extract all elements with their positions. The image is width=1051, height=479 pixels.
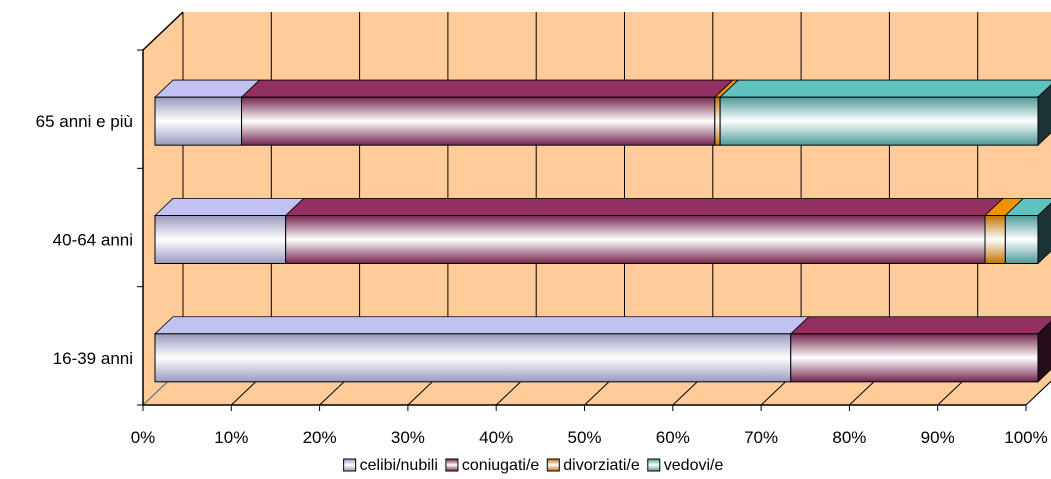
x-axis-tick-labels: 0% 10% 20% 30% 40% 50% 60% 70% 80% 90% 100% (131, 428, 1048, 447)
bar-segment-front (154, 96, 243, 146)
bars (153, 79, 1051, 383)
bar-segment-top (284, 197, 1005, 216)
bar-segment-top (153, 316, 810, 335)
legend-item-coniugati-e: coniugati/e (445, 457, 539, 474)
legend-item-celibi-nubili: celibi/nubili (343, 457, 438, 474)
bar-segment-top (789, 316, 1051, 335)
legend-label: divorziati/e (563, 457, 640, 474)
bar-segment-top (719, 79, 1051, 98)
bar-end-cap-16-39-anni (1037, 320, 1051, 383)
bar-segment-coniugati-e-40-64-anni (284, 197, 1005, 264)
bar-segment-front (984, 215, 1006, 264)
legend-label: coniugati/e (462, 457, 539, 474)
bar-segment-front (719, 96, 1039, 146)
bar-segment-vedovi-e-65-anni-e-pi (719, 79, 1051, 146)
x-tick-label: 20% (303, 428, 337, 447)
bar-segment-front (1004, 215, 1039, 264)
legend-swatch (546, 458, 560, 472)
bar-segment-front (285, 215, 986, 264)
bar-segment-front (241, 96, 716, 146)
bar-segment-front (154, 215, 287, 264)
x-tick-label: 70% (744, 428, 778, 447)
y-category-label: 40-64 anni (53, 231, 133, 250)
legend-label: celibi/nubili (360, 457, 438, 474)
bar-segment-celibi-nubili-65-anni-e-pi (153, 79, 261, 146)
x-tick-label: 80% (832, 428, 866, 447)
y-axis-category-labels: 16-39 anni 40-64 anni 65 anni e più (36, 112, 133, 368)
bar-end-cap-65-anni-e-pi (1037, 84, 1051, 147)
y-category-label: 65 anni e più (36, 112, 133, 131)
legend-item-vedovi-e: vedovi/e (647, 457, 724, 474)
x-tick-label: 10% (214, 428, 248, 447)
wall-top-edge (142, 11, 184, 51)
legend-swatch (445, 458, 459, 472)
gridline-floor (1025, 380, 1051, 406)
bar-segment-front (714, 96, 721, 146)
y-category-label: 16-39 anni (53, 349, 133, 368)
bar-segment-celibi-nubili-40-64-anni (153, 197, 305, 264)
bar-segment-top (240, 79, 734, 98)
x-tick-label: 40% (479, 428, 513, 447)
legend-item-divorziati-e: divorziati/e (546, 457, 640, 474)
legend-label: vedovi/e (664, 457, 724, 474)
bar-segment-top (153, 197, 305, 216)
legend: celibi/nubili coniugati/e divorziati/e vedo… (343, 457, 724, 474)
x-tick-label: 90% (921, 428, 955, 447)
x-tick-label: 0% (131, 428, 156, 447)
legend-swatch (343, 458, 357, 472)
bar-segment-front (790, 333, 1039, 383)
bar-segment-coniugati-e-16-39-anni (789, 316, 1051, 383)
bar-segment-coniugati-e-65-anni-e-pi (240, 79, 734, 146)
bar-end-cap-40-64-anni (1037, 202, 1051, 265)
bar-segment-front (154, 333, 792, 383)
x-tick-label: 50% (567, 428, 601, 447)
legend-swatch (647, 458, 661, 472)
x-tick-label: 100% (1004, 428, 1047, 447)
x-tick-label: 30% (391, 428, 425, 447)
bar-segment-celibi-nubili-16-39-anni (153, 316, 810, 383)
bar-segment-vedovi-e-40-64-anni (1004, 197, 1051, 264)
x-tick-label: 60% (656, 428, 690, 447)
